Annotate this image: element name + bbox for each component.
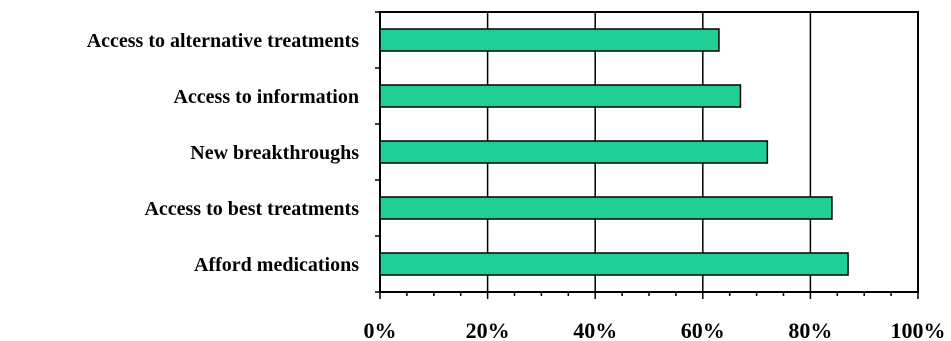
bar <box>379 84 742 108</box>
x-tick-label: 20% <box>466 318 510 341</box>
bar <box>379 252 849 276</box>
bar <box>379 140 769 164</box>
x-tick-label: 80% <box>788 318 832 341</box>
x-tick-label: 0% <box>364 318 397 341</box>
axes <box>375 11 919 299</box>
bar <box>379 28 720 52</box>
category-label: Access to information <box>173 86 359 108</box>
category-label: New breakthroughs <box>190 142 359 164</box>
category-label: Access to alternative treatments <box>87 30 360 52</box>
x-tick-labels: 0% 20% 40% 60% 80% 100% <box>364 318 946 341</box>
category-label: Afford medications <box>194 254 359 276</box>
bars <box>379 28 849 276</box>
x-tick-label: 60% <box>681 318 725 341</box>
bar <box>379 196 833 220</box>
category-labels: Access to alternative treatments Access t… <box>87 30 360 276</box>
x-tick-label: 40% <box>573 318 617 341</box>
x-tick-label: 100% <box>891 318 946 341</box>
category-label: Access to best treatments <box>144 198 359 220</box>
